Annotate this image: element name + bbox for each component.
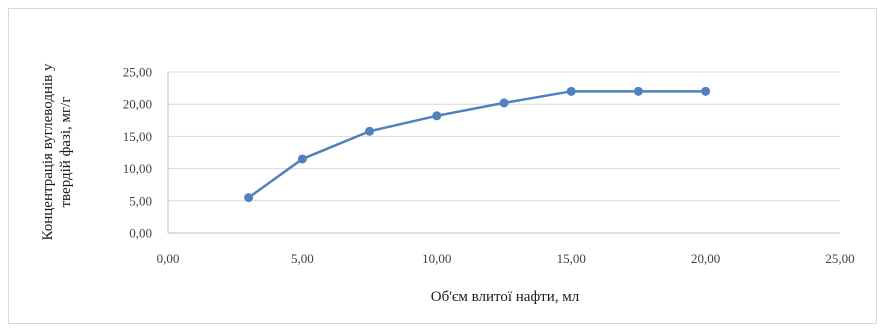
y-tick-label-4: 20,00 — [123, 97, 152, 112]
series — [244, 86, 711, 203]
x-tick-label-2: 10,00 — [422, 251, 451, 266]
y-tick-label-0: 0,00 — [129, 226, 152, 241]
y-tick-label-5: 25,00 — [123, 65, 152, 80]
data-point-0 — [244, 193, 254, 203]
x-tick-label-0: 0,00 — [157, 251, 180, 266]
y-tick-label-3: 15,00 — [123, 129, 152, 144]
y-axis-title-line-1: Концентрація вуглеводнів у — [40, 63, 56, 241]
y-axis-title: Концентрація вуглеводнів у твердій фазі,… — [40, 63, 74, 241]
series-line-0 — [247, 90, 706, 199]
y-tick-label-2: 10,00 — [123, 161, 152, 176]
x-axis-title: Об'єм влитої нафти, мл — [431, 289, 580, 305]
data-point-6 — [633, 86, 643, 96]
chart-frame — [8, 8, 877, 324]
data-point-4 — [499, 98, 509, 108]
data-point-1 — [297, 154, 307, 164]
grid — [168, 71, 840, 202]
y-axis-title-line-2: твердій фазі, мг/г — [58, 96, 74, 207]
y-tick-labels: 0,00 5,00 10,00 15,00 20,00 25,00 — [123, 65, 152, 241]
data-point-5 — [566, 86, 576, 96]
x-tick-label-5: 25,00 — [825, 251, 854, 266]
x-tick-labels: 0,00 5,00 10,00 15,00 20,00 25,00 — [157, 251, 855, 266]
x-tick-label-1: 5,00 — [291, 251, 314, 266]
axes — [167, 72, 840, 234]
x-tick-label-3: 15,00 — [557, 251, 586, 266]
data-point-7 — [701, 86, 711, 96]
y-tick-label-1: 5,00 — [129, 193, 152, 208]
data-point-2 — [365, 126, 375, 136]
data-point-3 — [432, 111, 442, 121]
x-tick-label-4: 20,00 — [691, 251, 720, 266]
